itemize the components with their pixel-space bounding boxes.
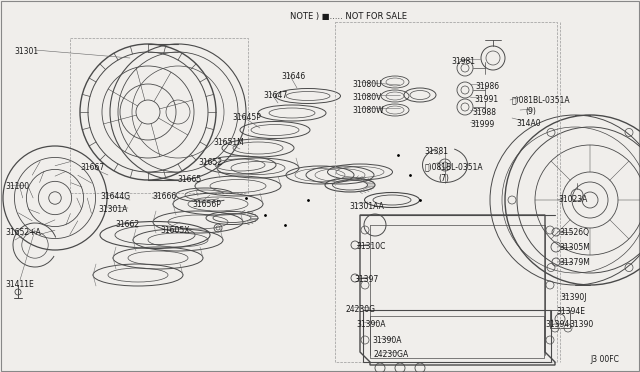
Text: 31390A: 31390A [372, 336, 401, 345]
Text: NOTE ) ■..... NOT FOR SALE: NOTE ) ■..... NOT FOR SALE [290, 12, 407, 21]
Text: (9): (9) [525, 107, 536, 116]
Text: 31667: 31667 [80, 163, 104, 172]
Bar [363, 310, 551, 362]
Text: 31301A: 31301A [98, 205, 127, 214]
Text: 31647: 31647 [263, 91, 287, 100]
Text: 31652: 31652 [198, 158, 222, 167]
Text: 31656P: 31656P [192, 200, 221, 209]
Text: 31390J: 31390J [560, 293, 586, 302]
Text: 31301AA: 31301AA [349, 202, 384, 211]
Text: 31381: 31381 [424, 147, 448, 156]
Text: 31310C: 31310C [356, 242, 385, 251]
Bar [70, 38, 248, 193]
Text: Ⓑ)081BL-0351A: Ⓑ)081BL-0351A [425, 162, 484, 171]
Text: 31991: 31991 [474, 95, 498, 104]
Text: 31666: 31666 [152, 192, 176, 201]
Text: 31379M: 31379M [559, 258, 590, 267]
Text: 31651M: 31651M [213, 138, 244, 147]
Text: 31662: 31662 [115, 220, 139, 229]
Text: 31652+A: 31652+A [5, 228, 41, 237]
Text: 31665: 31665 [177, 175, 201, 184]
Text: J3 00FC: J3 00FC [590, 355, 619, 364]
Text: 31394: 31394 [545, 320, 569, 329]
Text: (7): (7) [438, 174, 449, 183]
Text: 31645P: 31645P [232, 113, 261, 122]
Text: 31981: 31981 [451, 57, 475, 66]
Text: 31999: 31999 [470, 120, 494, 129]
Text: 31646: 31646 [281, 72, 305, 81]
Text: 31301: 31301 [14, 47, 38, 56]
Bar [550, 310, 570, 328]
Text: 31605X: 31605X [160, 226, 189, 235]
Bar [335, 22, 557, 362]
Text: 31986: 31986 [475, 82, 499, 91]
Text: 31526Q: 31526Q [559, 228, 589, 237]
Text: 31023A: 31023A [558, 195, 588, 204]
Text: 31390A: 31390A [356, 320, 385, 329]
Text: 31411E: 31411E [5, 280, 34, 289]
Text: 31390: 31390 [569, 320, 593, 329]
Text: 24230GA: 24230GA [374, 350, 409, 359]
Text: 31988: 31988 [472, 108, 496, 117]
Text: 31080W: 31080W [352, 106, 383, 115]
Text: 24230G: 24230G [346, 305, 376, 314]
Text: 31397: 31397 [354, 275, 378, 284]
Text: 314A0: 314A0 [516, 119, 541, 128]
Text: Ⓑ)081BL-0351A: Ⓑ)081BL-0351A [512, 95, 571, 104]
Bar [370, 316, 544, 358]
Text: 31080V: 31080V [352, 93, 381, 102]
Text: 31305M: 31305M [559, 243, 590, 252]
Text: 31394E: 31394E [556, 307, 585, 316]
Text: 31080U: 31080U [352, 80, 381, 89]
Text: 31644G: 31644G [100, 192, 130, 201]
Text: 31100: 31100 [5, 182, 29, 191]
